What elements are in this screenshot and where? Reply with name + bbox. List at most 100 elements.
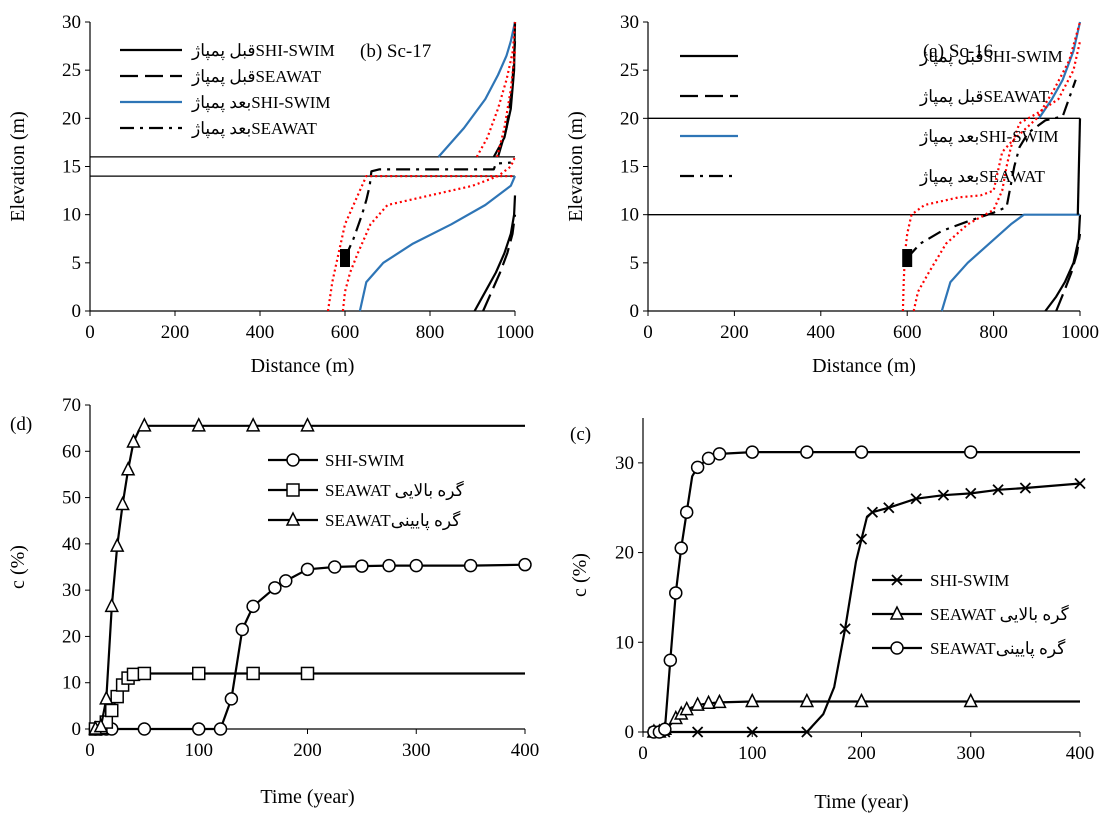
data-point-square <box>300 666 315 681</box>
y-tick-label: 10 <box>62 205 81 226</box>
data-point-triangle <box>137 417 152 432</box>
series-line-d-2 <box>94 424 525 731</box>
data-point-x <box>746 726 758 738</box>
y-axis-title: c (%) <box>7 545 29 589</box>
x-tick-label: 400 <box>1066 743 1095 764</box>
x-tick-label: 300 <box>957 743 986 764</box>
legend-label: قبل پمپاژSHI-SWIM <box>191 41 335 61</box>
x-tick-label: 600 <box>893 322 922 343</box>
y-tick-label: 30 <box>62 580 81 601</box>
data-point-x <box>1074 477 1086 490</box>
data-point-triangle <box>115 495 130 511</box>
data-point-x <box>839 623 851 635</box>
data-point-square <box>137 666 152 681</box>
x-tick-label: 400 <box>807 322 836 343</box>
x-axis-title: Distance (m) <box>251 355 355 377</box>
y-tick-label: 30 <box>615 453 634 474</box>
x-axis-title: Time (year) <box>260 786 354 808</box>
y-tick-label: 0 <box>72 301 82 322</box>
chart-panel-d: 0 10 20 30 40 50 60 70 0 100 200 300 400 Time (year) c… <box>7 395 539 808</box>
data-point-x <box>883 502 895 514</box>
x-tick-label: 200 <box>847 743 876 764</box>
data-point-triangle <box>93 718 109 733</box>
data-point-circle <box>279 574 293 588</box>
x-tick-label: 800 <box>979 322 1008 343</box>
y-axis-title: Elevation (m) <box>7 111 29 222</box>
data-point-triangle <box>245 417 261 432</box>
series-line-a-7 <box>912 41 1082 312</box>
y-tick-label: 15 <box>62 157 81 178</box>
series-line-b-4 <box>437 21 517 158</box>
legend-label: SEAWAT گره بالایی <box>325 480 465 501</box>
legend-label: SEAWATگره پایینی <box>930 638 1066 659</box>
y-tick-label: 10 <box>620 205 639 226</box>
x-axis-title: Time (year) <box>814 791 908 813</box>
data-point-circle <box>663 653 678 667</box>
data-point-square <box>192 666 206 681</box>
legend-swatch-marker <box>286 453 300 467</box>
data-point-square <box>110 689 124 704</box>
x-tick-label: 100 <box>185 740 214 761</box>
x-tick-label: 100 <box>738 743 767 764</box>
data-point-triangle <box>690 696 705 711</box>
well-marker <box>340 249 350 268</box>
data-point-circle <box>679 505 694 519</box>
legend-swatch-marker <box>891 574 903 586</box>
data-point-circle <box>854 445 869 459</box>
y-tick-label: 10 <box>62 673 81 694</box>
y-tick-label: 40 <box>62 534 81 555</box>
legend-swatch-marker <box>286 483 300 497</box>
data-point-triangle <box>679 700 694 716</box>
x-tick-label: 1000 <box>1061 322 1099 343</box>
data-point-triangle <box>300 417 315 432</box>
series-line-b-5 <box>492 21 517 158</box>
data-point-circle <box>192 722 206 736</box>
legend-swatch-marker <box>890 641 904 655</box>
panel-label: (c) <box>570 424 591 445</box>
x-tick-label: 0 <box>643 322 653 343</box>
series-line-b-8 <box>341 156 517 312</box>
y-tick-label: 5 <box>630 253 640 274</box>
series-line-a-5 <box>1076 118 1082 215</box>
legend-label: قبل پمپاژSHI-SWIM <box>919 47 1063 67</box>
y-tick-label: 25 <box>620 60 639 81</box>
data-point-x <box>910 493 922 505</box>
x-tick-label: 600 <box>331 322 360 343</box>
series-line-a-2 <box>940 213 1080 312</box>
well-marker <box>902 249 913 268</box>
data-point-triangle <box>854 692 869 708</box>
series-line-b-3 <box>343 161 511 259</box>
x-tick-label: 0 <box>638 743 648 764</box>
legend-label: SHI-SWIM <box>930 571 1009 590</box>
y-tick-label: 0 <box>72 719 82 740</box>
series-line-b-0 <box>473 195 517 312</box>
data-point-circle <box>409 558 423 573</box>
data-point-circle <box>213 722 228 736</box>
panel-label: (d) <box>10 414 32 435</box>
series-line-b-1 <box>482 214 517 312</box>
y-tick-label: 15 <box>620 157 639 178</box>
y-tick-label: 30 <box>620 12 639 33</box>
chart-panel-b: 0 5 10 15 20 25 30 0 200 400 600 800 1000 Distance (m… <box>7 12 534 377</box>
y-tick-label: 50 <box>62 488 81 509</box>
x-tick-label: 0 <box>85 740 95 761</box>
y-axis-title: Elevation (m) <box>565 111 587 222</box>
panel-label: (a) Sc-16 <box>923 41 993 62</box>
data-point-triangle <box>99 690 114 705</box>
y-tick-label: 20 <box>62 108 81 129</box>
data-point-circle <box>246 599 260 614</box>
data-point-circle <box>327 560 342 574</box>
y-tick-label: 60 <box>62 441 81 462</box>
y-tick-label: 25 <box>62 60 81 81</box>
y-tick-label: 20 <box>615 543 634 564</box>
series-line-d-1 <box>95 672 525 731</box>
data-point-x <box>992 484 1004 496</box>
data-point-circle <box>235 622 249 637</box>
data-point-triangle <box>799 692 815 708</box>
data-point-triangle <box>104 597 119 613</box>
data-point-circle <box>964 445 978 459</box>
x-tick-label: 300 <box>402 740 431 761</box>
series-line-d-0 <box>95 563 526 731</box>
data-point-x <box>691 726 704 738</box>
